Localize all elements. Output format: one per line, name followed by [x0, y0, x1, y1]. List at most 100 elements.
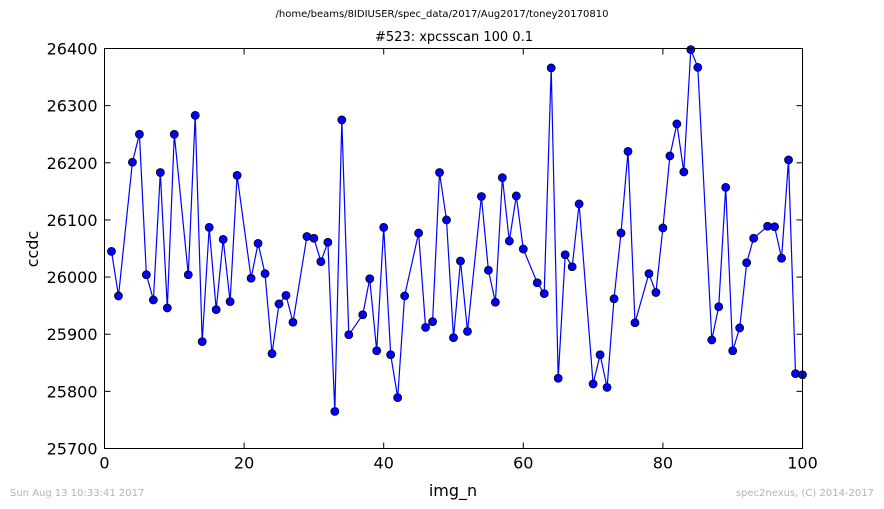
axes-ticks: 0 20 40 60 80 100 25700 25800 25900 26000 26100 262…	[47, 40, 818, 473]
data-point	[686, 45, 696, 55]
data-point	[735, 323, 745, 333]
data-point	[288, 317, 298, 327]
y-tick-label: 25900	[47, 325, 98, 344]
data-point	[721, 182, 731, 192]
data-point	[309, 233, 319, 243]
data-point	[316, 257, 326, 267]
footer-timestamp: Sun Aug 13 10:33:41 2017	[10, 488, 145, 499]
data-point	[225, 297, 235, 307]
data-point	[644, 269, 654, 279]
y-tick-label: 26300	[47, 97, 98, 116]
data-point	[169, 129, 179, 139]
data-point	[777, 253, 786, 263]
footer-credit: spec2nexus, (C) 2014-2017	[735, 488, 874, 499]
x-tick-label: 20	[234, 454, 254, 473]
data-point	[128, 157, 137, 167]
data-point	[616, 228, 626, 238]
data-point	[267, 349, 277, 359]
y-tick-label: 26200	[47, 154, 98, 173]
data-point	[749, 233, 759, 243]
series-layer	[107, 45, 807, 416]
data-point	[232, 170, 242, 180]
data-point	[344, 330, 354, 340]
data-point	[218, 234, 228, 244]
data-point	[386, 350, 396, 360]
data-point	[107, 246, 116, 256]
data-point	[211, 305, 221, 315]
data-point	[567, 262, 577, 272]
data-point	[651, 288, 661, 297]
data-point	[707, 335, 717, 345]
data-point	[183, 270, 193, 280]
data-point	[372, 346, 382, 356]
data-point	[414, 228, 424, 238]
data-point	[134, 129, 144, 139]
data-point	[602, 382, 612, 392]
data-point	[693, 62, 703, 72]
data-point	[114, 291, 123, 301]
data-point	[595, 350, 605, 360]
y-axis-label: ccdc	[23, 231, 42, 268]
data-point	[141, 270, 151, 280]
data-point	[658, 223, 668, 233]
data-point	[379, 222, 389, 232]
data-point	[323, 237, 333, 247]
data-point	[532, 278, 542, 288]
data-point	[246, 273, 256, 283]
x-axis-label: img_n	[429, 481, 477, 501]
data-point	[463, 326, 472, 336]
data-point	[155, 168, 165, 177]
y-tick-label: 25700	[47, 440, 98, 459]
y-tick-label: 26000	[47, 268, 98, 287]
data-point	[574, 199, 584, 209]
data-point	[456, 256, 465, 266]
data-point	[497, 173, 507, 183]
data-point	[539, 289, 549, 299]
data-point	[449, 333, 458, 343]
series-line	[110, 49, 803, 412]
data-point	[421, 322, 430, 332]
data-point	[260, 269, 270, 279]
data-point	[190, 110, 200, 120]
x-tick-label: 0	[99, 454, 109, 473]
data-point	[490, 297, 500, 307]
x-tick-label: 60	[513, 454, 533, 473]
plot-frame	[104, 48, 803, 449]
data-point	[358, 310, 368, 320]
chart-title: #523: xpcsscan 100 0.1	[375, 30, 533, 45]
data-point	[274, 299, 284, 309]
data-point	[609, 294, 619, 304]
y-tick-label: 25800	[47, 382, 98, 401]
data-point	[546, 63, 556, 73]
data-point	[330, 406, 340, 416]
data-point	[504, 236, 514, 246]
data-point	[560, 250, 570, 260]
data-point	[204, 222, 214, 232]
figure-suptitle: /home/beams/8IDIUSER/spec_data/2017/Aug2…	[275, 9, 609, 20]
data-point	[588, 379, 598, 389]
data-point	[281, 290, 291, 300]
data-point	[679, 167, 689, 177]
x-tick-label: 80	[653, 454, 673, 473]
data-point	[148, 295, 158, 305]
data-point	[553, 373, 563, 383]
data-point	[784, 155, 793, 165]
data-point	[630, 318, 640, 328]
data-point	[442, 215, 451, 225]
data-point	[400, 291, 410, 301]
data-point	[672, 119, 682, 129]
data-point	[483, 265, 493, 275]
data-point	[253, 238, 263, 248]
data-point	[518, 244, 528, 254]
data-point	[714, 302, 724, 312]
data-point	[623, 146, 633, 156]
data-point	[428, 317, 437, 327]
data-point	[665, 151, 675, 161]
data-point	[337, 115, 347, 125]
x-tick-label: 100	[787, 454, 818, 473]
data-point	[162, 303, 172, 313]
data-point	[477, 192, 486, 201]
y-tick-label: 26100	[47, 211, 98, 230]
data-point	[393, 393, 403, 403]
